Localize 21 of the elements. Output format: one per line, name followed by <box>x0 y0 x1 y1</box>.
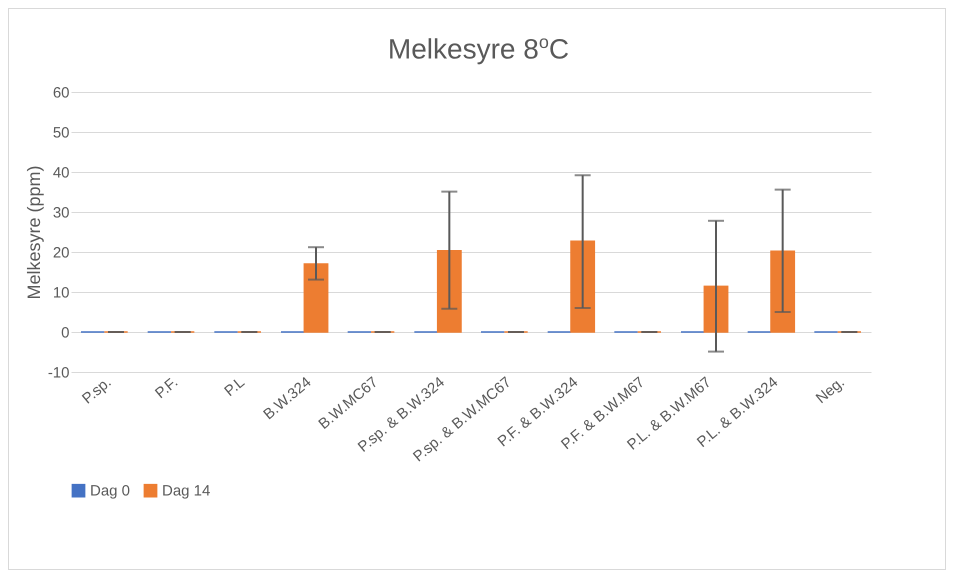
bar <box>770 250 796 333</box>
y-tick-label: 10 <box>52 284 70 302</box>
bar <box>436 250 462 333</box>
x-tick-label: P.sp. <box>78 374 115 408</box>
y-tick-label: 20 <box>52 244 70 262</box>
y-axis-title: Melkesyre (ppm) <box>24 165 44 300</box>
x-tick-label: P.F. <box>152 374 182 402</box>
y-tick-label: 50 <box>52 124 70 142</box>
y-tick-label: 30 <box>52 204 70 222</box>
legend-label: Dag 0 <box>90 482 130 500</box>
bar <box>570 240 596 333</box>
x-tick-label: P.L <box>221 374 248 400</box>
bar <box>304 263 328 333</box>
y-tick-label: 60 <box>52 84 70 102</box>
legend-label: Dag 14 <box>162 482 210 500</box>
chart-title: Melkesyre 8$^{o}$C <box>386 32 570 66</box>
x-tick-label: Neg. <box>812 374 848 408</box>
y-tick-label: -10 <box>48 364 70 382</box>
y-tick-label: 0 <box>61 324 70 342</box>
bar <box>704 286 728 333</box>
y-tick-label: 40 <box>52 164 70 182</box>
